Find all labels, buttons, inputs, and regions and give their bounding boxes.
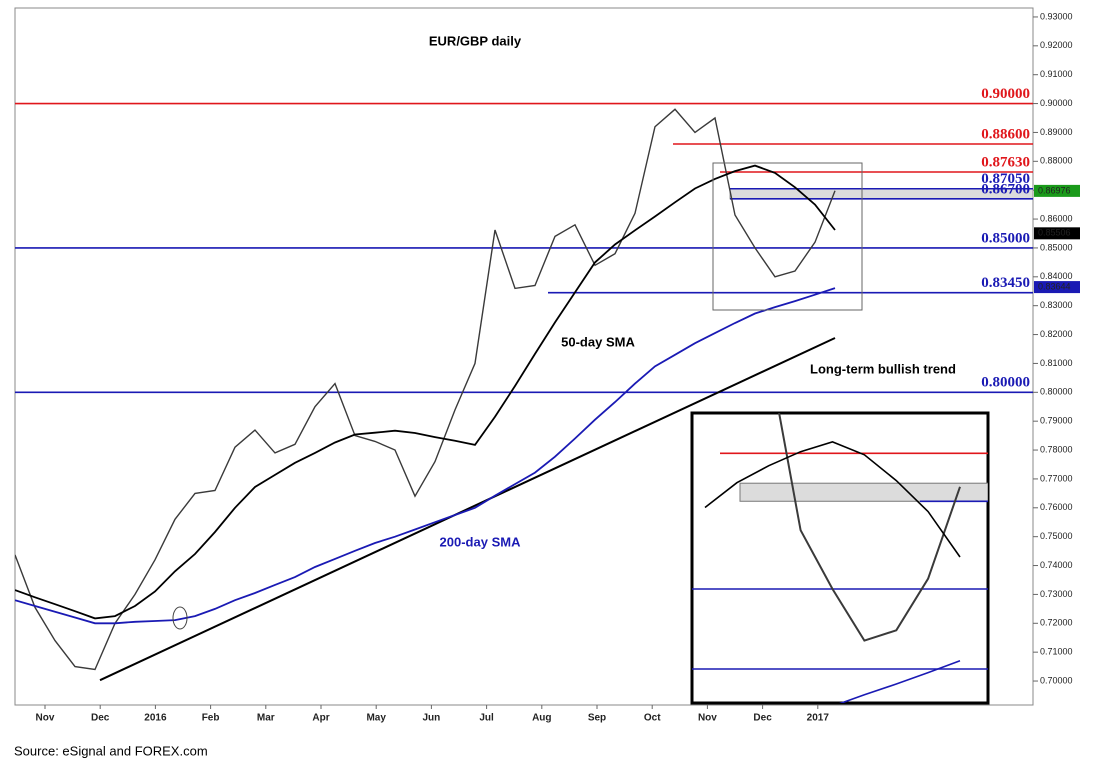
- x-tick-label: Mar: [257, 713, 275, 724]
- y-tick-label: 0.75000: [1040, 531, 1073, 541]
- zoom-box: [712, 162, 863, 311]
- series-line: [839, 659, 961, 703]
- y-tick-label: 0.89000: [1040, 127, 1073, 137]
- series-line: [778, 413, 961, 642]
- x-tick-label: Oct: [644, 713, 661, 724]
- trend-label: Long-term bullish trend: [810, 361, 956, 376]
- series-line: [15, 164, 836, 620]
- x-tick-label: Sep: [588, 713, 606, 724]
- y-tick-label: 0.93000: [1040, 11, 1073, 21]
- source-note: Source: eSignal and FOREX.com: [14, 743, 208, 758]
- y-tick-label: 0.90000: [1040, 98, 1073, 108]
- sma50-label: 50-day SMA: [561, 334, 635, 349]
- price-tag: [1034, 184, 1080, 197]
- crossover-circle: [172, 606, 188, 630]
- price-tag-label: 0.83644: [1038, 281, 1071, 291]
- y-tick-label: 0.76000: [1040, 502, 1073, 512]
- x-tick-label: 2016: [144, 713, 167, 724]
- y-tick-label: 0.74000: [1040, 560, 1073, 570]
- y-tick-label: 0.78000: [1040, 444, 1073, 454]
- level-label: 0.87630: [981, 154, 1030, 170]
- series-line: [15, 108, 836, 671]
- y-tick-label: 0.70000: [1040, 675, 1073, 685]
- inset: [690, 411, 990, 705]
- y-tick-label: 0.72000: [1040, 618, 1073, 628]
- y-tick-label: 0.77000: [1040, 473, 1073, 483]
- level-label: 0.90000: [981, 86, 1030, 102]
- y-tick-label: 0.92000: [1040, 40, 1073, 50]
- y-tick-label: 0.80000: [1040, 387, 1073, 397]
- y-tick-label: 0.84000: [1040, 271, 1073, 281]
- x-tick-label: Nov: [698, 713, 717, 724]
- price-tag-label: 0.85506: [1038, 228, 1071, 238]
- level-label: 0.80000: [981, 375, 1030, 391]
- x-tick-label: Jul: [479, 713, 494, 724]
- price-tag: [1034, 227, 1080, 240]
- level-label: 0.85000: [981, 230, 1030, 246]
- y-tick-label: 0.82000: [1040, 329, 1073, 339]
- y-tick-label: 0.86000: [1040, 213, 1073, 223]
- y-tick-label: 0.88000: [1040, 156, 1073, 166]
- x-tick-label: Apr: [312, 713, 329, 724]
- x-tick-label: Dec: [753, 713, 772, 724]
- x-tick-label: Feb: [202, 713, 220, 724]
- sma200-label: 200-day SMA: [440, 534, 522, 549]
- level-label: 0.83450: [981, 275, 1030, 291]
- trendline: [99, 337, 836, 682]
- plot-area: [15, 102, 1033, 682]
- series-line: [15, 287, 836, 625]
- labels: 0.70000 0.71000 0.72000 0.73000 0.74000 0.750…: [36, 11, 1080, 724]
- y-tick-label: 0.73000: [1040, 589, 1073, 599]
- level-label: 0.86700: [981, 181, 1030, 197]
- level-label: 0.88600: [981, 126, 1030, 142]
- level-label: 0.87050: [981, 171, 1030, 187]
- inset-zone: [739, 482, 988, 502]
- x-tick-label: Nov: [36, 713, 55, 724]
- y-tick-label: 0.85000: [1040, 242, 1073, 252]
- x-tick-label: 2017: [807, 713, 830, 724]
- inset-plot: [692, 413, 988, 703]
- price-tag: [1034, 281, 1080, 294]
- x-tick-label: Dec: [91, 713, 110, 724]
- x-tick-label: Jun: [423, 713, 441, 724]
- x-tick-label: May: [366, 713, 386, 724]
- price-tag-label: 0.86976: [1038, 185, 1071, 195]
- y-tick-label: 0.81000: [1040, 358, 1073, 368]
- y-tick-label: 0.79000: [1040, 416, 1073, 426]
- x-tick-label: Aug: [532, 713, 551, 724]
- series-line: [704, 441, 961, 558]
- inset-frame: [690, 411, 990, 705]
- y-tick-label: 0.71000: [1040, 647, 1073, 657]
- y-tick-label: 0.91000: [1040, 69, 1073, 79]
- y-tick-label: 0.83000: [1040, 300, 1073, 310]
- chart-title: EUR/GBP daily: [429, 33, 522, 48]
